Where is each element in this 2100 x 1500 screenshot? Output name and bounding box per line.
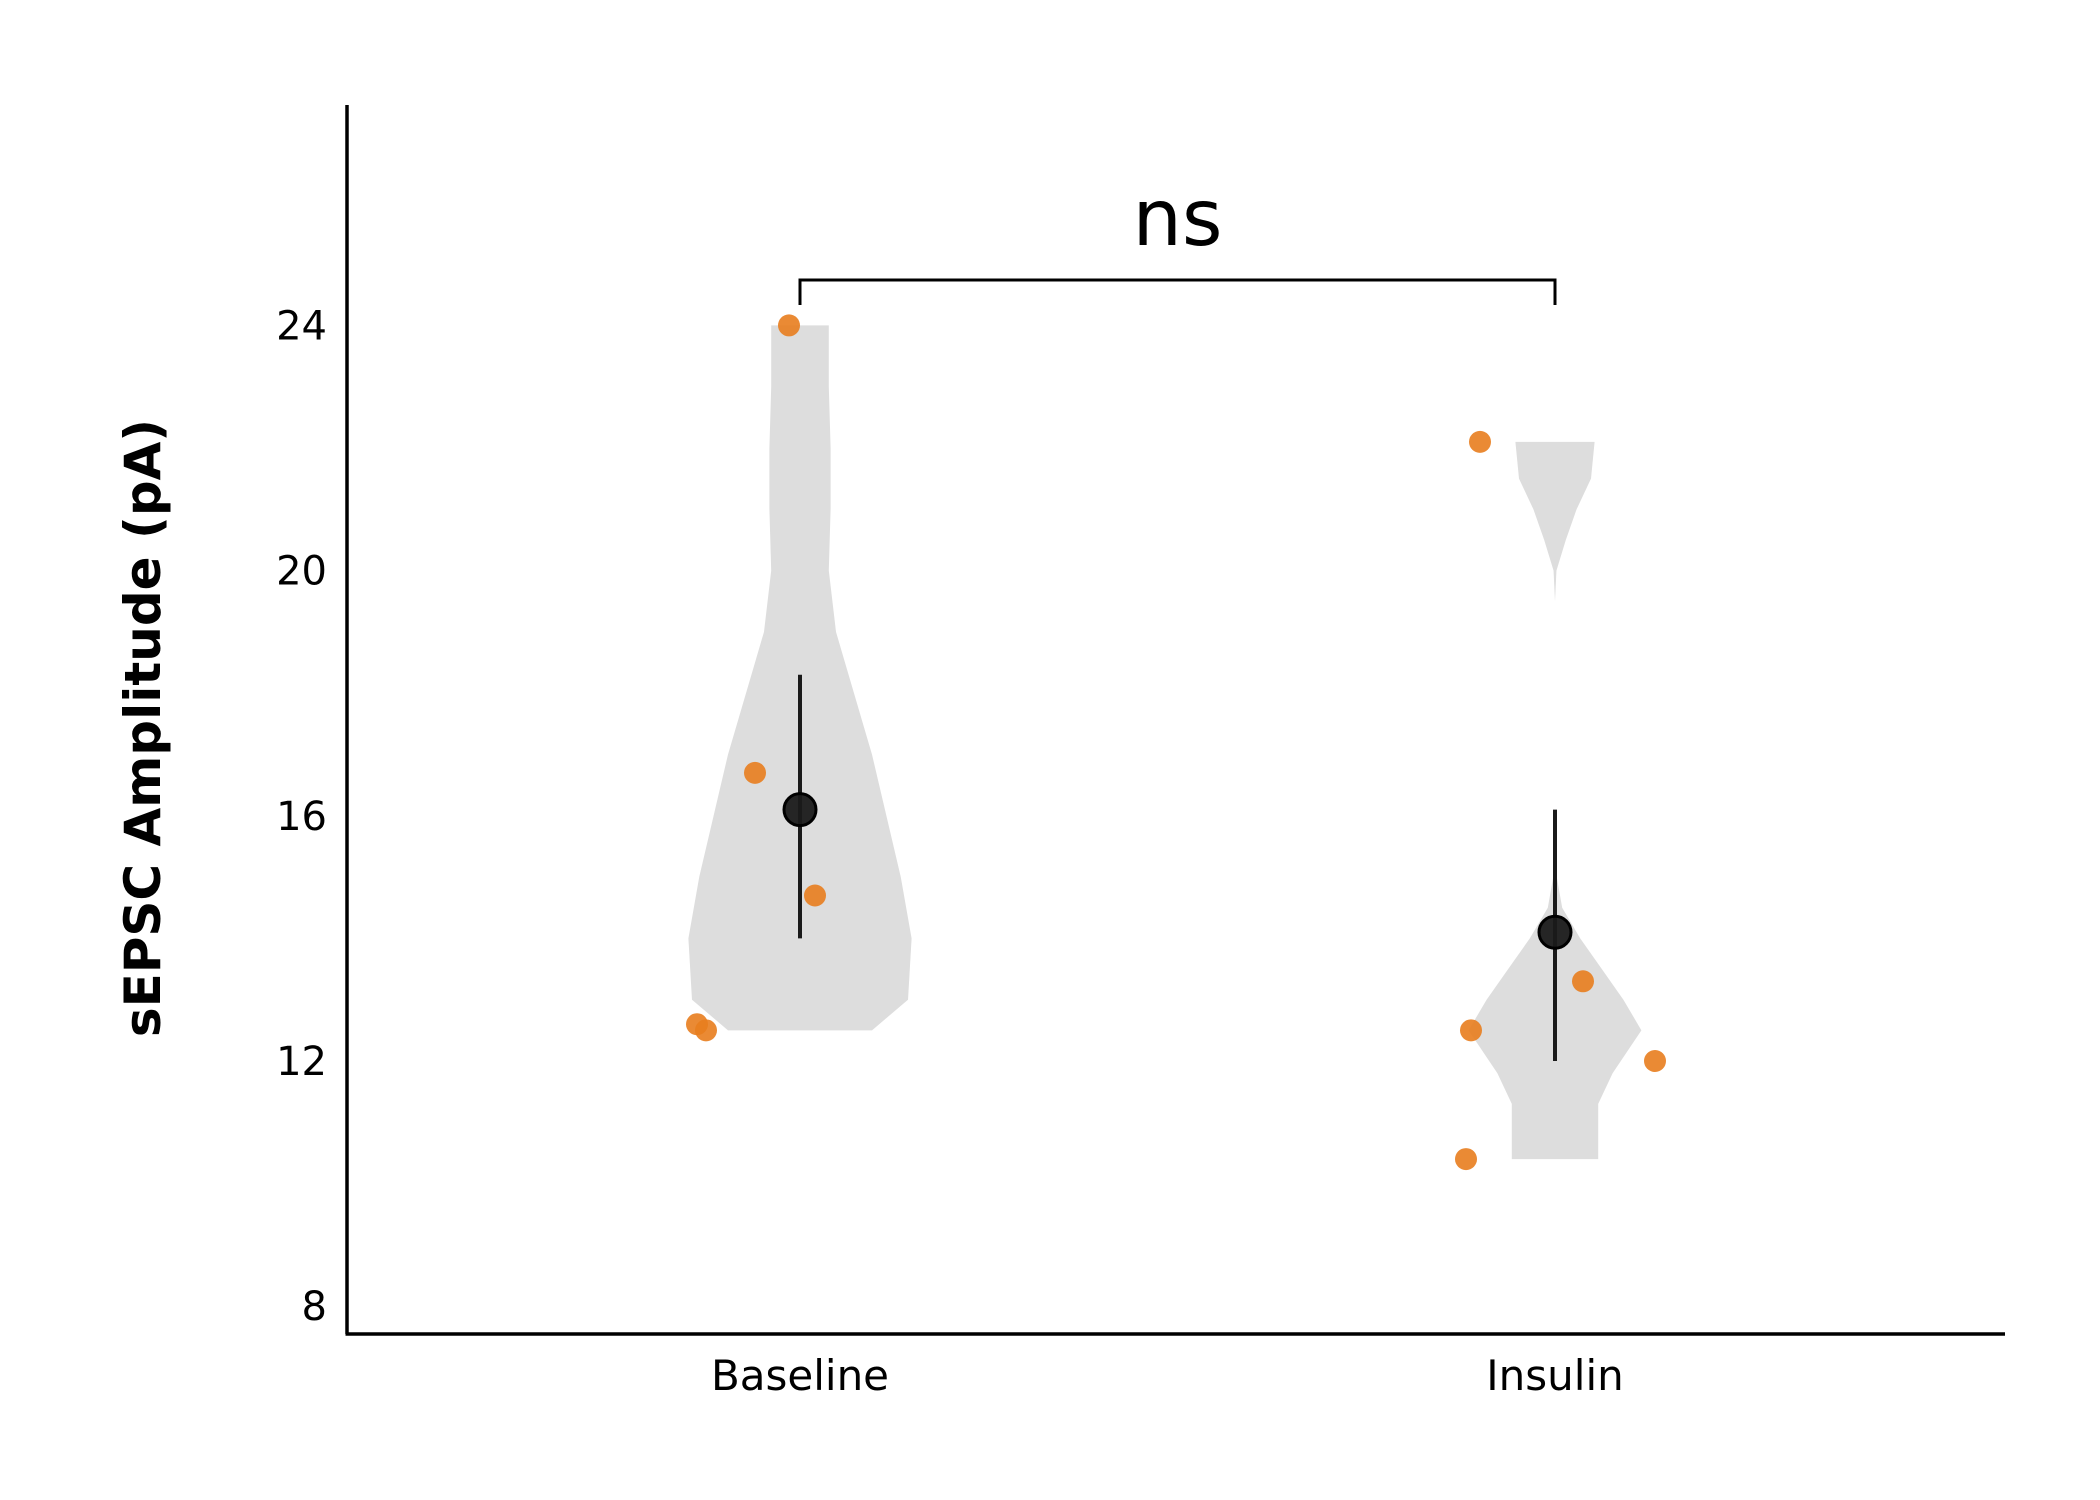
x-tick-label: Baseline bbox=[711, 1351, 889, 1400]
violins-layer bbox=[688, 325, 1642, 1160]
y-tick-label: 16 bbox=[276, 794, 327, 840]
data-point bbox=[804, 884, 826, 907]
data-point bbox=[1644, 1050, 1666, 1072]
data-point bbox=[778, 314, 800, 337]
error-bars-layer bbox=[798, 674, 1557, 1061]
data-point bbox=[695, 1019, 717, 1042]
y-tick-label: 12 bbox=[276, 1039, 327, 1085]
means-layer bbox=[782, 792, 1573, 950]
mean-marker-insulin bbox=[1537, 914, 1573, 950]
comparison-bracket bbox=[798, 278, 1557, 305]
significance-bracket: ns bbox=[798, 174, 1557, 305]
y-tick-label: 8 bbox=[302, 1284, 327, 1330]
x-tick-label: Insulin bbox=[1486, 1351, 1623, 1400]
data-point bbox=[744, 761, 766, 784]
significance-label: ns bbox=[1132, 174, 1222, 264]
data-point bbox=[1460, 1019, 1482, 1042]
data-point bbox=[1572, 970, 1594, 993]
points-layer bbox=[686, 314, 1666, 1171]
y-tick-label: 20 bbox=[276, 549, 327, 595]
axes-layer: Baseline Insulin 8 12 16 20 24 bbox=[276, 105, 2005, 1400]
mean-marker-baseline bbox=[782, 792, 818, 828]
y-axis-title: sEPSC Amplitude (pA) bbox=[114, 419, 172, 1037]
y-tick-label: 24 bbox=[276, 303, 327, 349]
data-point bbox=[1469, 430, 1491, 453]
violin-insulin bbox=[1468, 441, 1642, 1160]
data-point bbox=[1455, 1148, 1477, 1171]
